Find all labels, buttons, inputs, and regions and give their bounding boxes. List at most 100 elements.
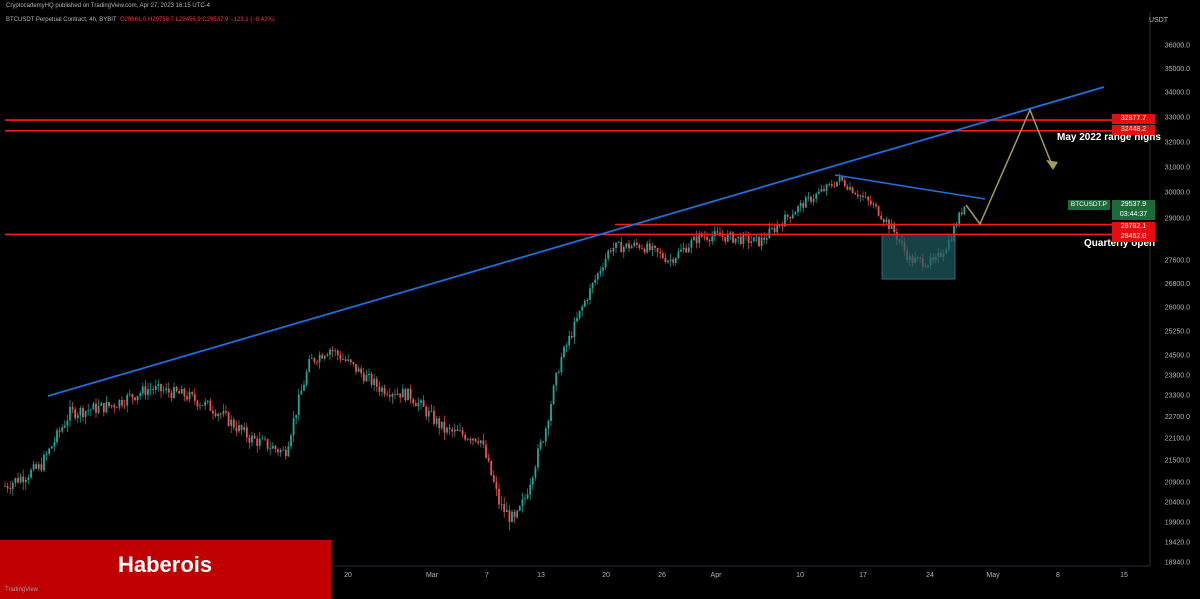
- candle-body: [152, 388, 155, 390]
- publisher-note: CryptocademyHQ published on TradingView.…: [6, 3, 210, 9]
- candle-body: [243, 427, 246, 431]
- candle-body: [856, 194, 859, 197]
- candle-body: [830, 184, 833, 186]
- candle-body: [674, 258, 677, 263]
- candle-body: [126, 394, 129, 406]
- candle-body: [305, 371, 308, 385]
- candle-body: [755, 236, 758, 238]
- candle-body: [771, 228, 773, 229]
- candle-body: [557, 372, 560, 374]
- y-tick-label: 26000.0: [1165, 305, 1190, 312]
- candle-body: [737, 236, 740, 239]
- y-tick-label: 27600.0: [1165, 258, 1190, 265]
- candle-body: [604, 258, 607, 268]
- y-tick-label: 30000.0: [1165, 190, 1190, 197]
- candle-body: [427, 410, 430, 417]
- candle-body: [258, 438, 261, 446]
- candle-body: [167, 388, 170, 393]
- candle-body: [721, 235, 724, 237]
- candle-body: [537, 448, 539, 468]
- candle-body: [401, 388, 404, 398]
- candle-body: [646, 243, 649, 253]
- candle-body: [37, 464, 40, 469]
- candle-body: [414, 403, 417, 407]
- y-tick-label: 23900.0: [1165, 373, 1190, 380]
- candle-body: [53, 442, 56, 447]
- y-tick-label: 20400.0: [1165, 500, 1190, 507]
- candle-body: [58, 430, 61, 432]
- candle-body: [963, 206, 966, 215]
- candle-body: [6, 486, 9, 489]
- candle-body: [61, 427, 64, 432]
- candle-body: [859, 195, 862, 197]
- candle-body: [479, 440, 482, 444]
- current-price-tag: 29537.9: [1112, 200, 1155, 210]
- candle-body: [531, 477, 534, 485]
- candle-body: [183, 388, 186, 397]
- candle-body: [300, 390, 303, 395]
- candle-body: [222, 411, 225, 415]
- candle-body: [79, 407, 82, 416]
- candle-body: [505, 510, 508, 512]
- candle-body: [95, 403, 97, 413]
- candle-body: [589, 288, 591, 300]
- candle-body: [882, 219, 885, 223]
- candle-body: [347, 359, 350, 361]
- candle-body: [461, 430, 464, 435]
- candle-body: [264, 438, 266, 440]
- candle-body: [4, 486, 6, 487]
- y-tick-label: 35000.0: [1165, 66, 1190, 73]
- candle-body: [170, 392, 173, 399]
- candle-body: [607, 250, 610, 259]
- candle-body: [877, 206, 880, 216]
- candle-body: [248, 437, 251, 443]
- candle-body: [656, 247, 659, 252]
- candle-body: [43, 454, 45, 471]
- candle-body: [893, 223, 896, 233]
- candle-body: [97, 405, 100, 413]
- candle-body: [578, 310, 581, 318]
- candle-body: [880, 215, 883, 220]
- candle-body: [290, 435, 292, 447]
- drawing-overlays: [5, 86, 1150, 397]
- candle-body: [953, 226, 955, 241]
- candle-body: [846, 186, 849, 190]
- y-tick-label: 34000.0: [1165, 90, 1190, 97]
- annotation-may-2022: May 2022 range highs: [1057, 132, 1161, 143]
- watermark-text: Haberois: [118, 552, 213, 577]
- candle-body: [823, 188, 825, 191]
- candle-body: [516, 510, 519, 518]
- low-value: L29456.9: [175, 17, 201, 23]
- candle-body: [19, 476, 22, 483]
- candle-body: [511, 511, 513, 522]
- candle-body: [100, 403, 103, 406]
- candle-body: [448, 427, 451, 430]
- candle-body: [698, 233, 701, 244]
- candle-body: [654, 245, 656, 248]
- candle-body: [695, 236, 698, 244]
- ascending-trendline: [47, 86, 1105, 397]
- candle-body: [682, 247, 685, 250]
- candle-body: [433, 410, 435, 424]
- candle-body: [383, 387, 386, 395]
- candle-body: [781, 225, 784, 227]
- candle-body: [69, 406, 71, 421]
- candle-body: [513, 511, 516, 518]
- candle-body: [84, 410, 87, 418]
- candle-body: [664, 258, 667, 263]
- candle-body: [576, 317, 578, 322]
- candle-body: [71, 406, 74, 410]
- candle-body: [162, 390, 165, 392]
- candle-body: [487, 457, 490, 461]
- x-tick-label: 7: [485, 572, 489, 579]
- candle-body: [144, 386, 147, 395]
- candle-body: [225, 411, 227, 413]
- candle-body: [716, 231, 719, 233]
- candle-body: [316, 361, 318, 363]
- consolidation-box: [881, 234, 956, 280]
- candle-body: [40, 464, 43, 471]
- high-value: H29758.7: [147, 17, 175, 23]
- candle-body: [370, 373, 373, 385]
- candle-body: [778, 225, 781, 226]
